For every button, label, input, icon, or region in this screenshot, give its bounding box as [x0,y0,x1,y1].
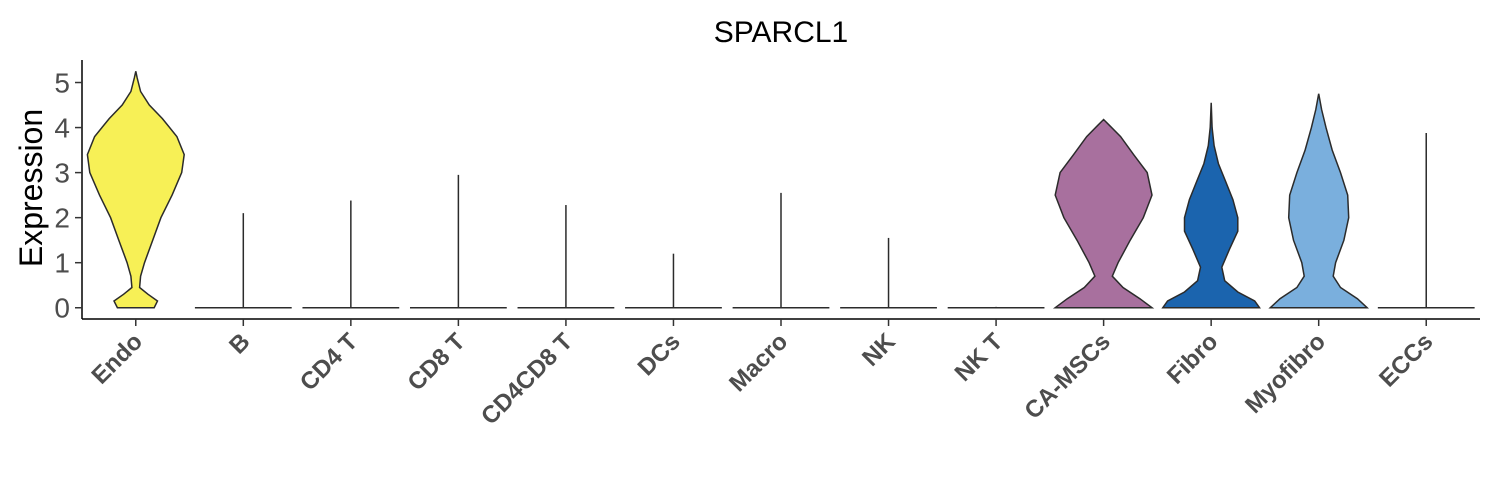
violin-ca-mscs [1052,118,1155,309]
x-tick-label: DCs [633,328,686,381]
x-tick-label: NK T [950,328,1009,387]
violin-endo [86,71,185,309]
x-tick-label: Myofibro [1240,328,1331,419]
violin-cd4-t [302,200,400,309]
violin-cd8-t [409,174,507,309]
violin-macro [732,192,830,309]
violin-nk [840,237,937,309]
x-tick-label: NK [857,328,901,372]
violin-fibro [1161,102,1261,309]
x-tick-label: CD4 T [295,328,363,396]
x-tick-label: CA-MSCs [1019,328,1115,424]
x-ticks-group: Endo B CD4 T CD8 T CD4CD8 T DCs Macro NK NK T CA-… [86,319,1438,430]
y-ticks-group: 0 1 2 3 4 5 [54,68,82,324]
x-tick-label: Macro [724,328,793,397]
y-tick-label: 4 [54,113,70,144]
y-tick-label: 5 [54,68,70,99]
violin-nk-t [947,306,1045,309]
violin-dcs [625,253,722,309]
x-tick-label: Endo [86,328,148,390]
violin-cd4cd8-t [517,205,615,309]
y-tick-label: 3 [54,158,70,189]
x-tick-label: CD8 T [403,328,471,396]
chart-title: SPARCL1 [714,16,849,49]
y-tick-label: 1 [54,248,70,279]
violin-b [194,213,292,309]
y-tick-label: 2 [54,203,70,234]
x-tick-label: Fibro [1162,328,1224,390]
x-tick-label: CD4CD8 T [476,328,578,430]
violins-group [86,71,1475,309]
x-tick-label: ECCs [1374,328,1438,392]
violin-myofibro [1268,93,1370,309]
violin-eccs [1377,132,1475,309]
y-tick-label: 0 [54,293,70,324]
y-axis-label: Expression [13,109,49,267]
x-tick-label: B [224,328,255,359]
